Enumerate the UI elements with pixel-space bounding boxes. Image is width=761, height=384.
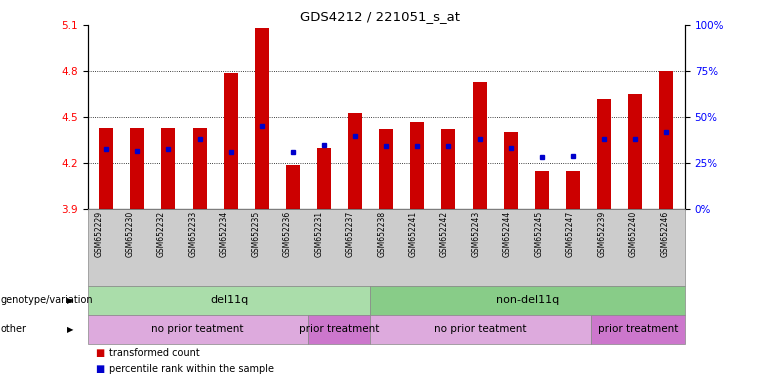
Bar xyxy=(193,128,206,209)
Bar xyxy=(379,129,393,209)
Text: GSM652233: GSM652233 xyxy=(189,211,198,257)
Text: ▶: ▶ xyxy=(67,325,74,334)
Text: GSM652234: GSM652234 xyxy=(220,211,229,257)
Text: ■: ■ xyxy=(95,364,104,374)
Text: GSM652243: GSM652243 xyxy=(472,211,480,257)
Text: GDS4212 / 221051_s_at: GDS4212 / 221051_s_at xyxy=(301,10,460,23)
Bar xyxy=(566,171,580,209)
Bar xyxy=(504,132,517,209)
Text: GSM652230: GSM652230 xyxy=(126,211,135,257)
Bar xyxy=(410,122,425,209)
Text: prior treatment: prior treatment xyxy=(299,324,379,334)
Text: GSM652229: GSM652229 xyxy=(94,211,103,257)
Text: GSM652235: GSM652235 xyxy=(251,211,260,257)
Bar xyxy=(130,128,145,209)
Bar xyxy=(441,129,455,209)
Text: percentile rank within the sample: percentile rank within the sample xyxy=(109,364,274,374)
Text: GSM652246: GSM652246 xyxy=(661,211,669,257)
Text: no prior teatment: no prior teatment xyxy=(151,324,244,334)
Text: transformed count: transformed count xyxy=(109,348,199,358)
Bar xyxy=(473,82,486,209)
Text: GSM652231: GSM652231 xyxy=(314,211,323,257)
Text: GSM652239: GSM652239 xyxy=(597,211,607,257)
Text: GSM652237: GSM652237 xyxy=(345,211,355,257)
Bar xyxy=(161,128,176,209)
Bar xyxy=(286,165,300,209)
Bar xyxy=(628,94,642,209)
Bar xyxy=(99,128,113,209)
Text: genotype/variation: genotype/variation xyxy=(1,295,94,306)
Text: GSM652247: GSM652247 xyxy=(566,211,575,257)
Bar xyxy=(535,171,549,209)
Text: GSM652232: GSM652232 xyxy=(157,211,166,257)
Text: prior treatment: prior treatment xyxy=(597,324,678,334)
Text: GSM652244: GSM652244 xyxy=(503,211,512,257)
Bar xyxy=(659,71,673,209)
Bar xyxy=(348,113,362,209)
Text: del11q: del11q xyxy=(210,295,248,306)
Text: ■: ■ xyxy=(95,348,104,358)
Text: GSM652242: GSM652242 xyxy=(440,211,449,257)
Bar xyxy=(224,73,237,209)
Text: GSM652245: GSM652245 xyxy=(534,211,543,257)
Text: GSM652240: GSM652240 xyxy=(629,211,638,257)
Text: GSM652236: GSM652236 xyxy=(283,211,292,257)
Text: non-del11q: non-del11q xyxy=(496,295,559,306)
Bar xyxy=(597,99,611,209)
Text: GSM652238: GSM652238 xyxy=(377,211,387,257)
Text: ▶: ▶ xyxy=(67,296,74,305)
Bar xyxy=(255,28,269,209)
Text: no prior teatment: no prior teatment xyxy=(435,324,527,334)
Text: other: other xyxy=(1,324,27,334)
Text: GSM652241: GSM652241 xyxy=(409,211,418,257)
Bar xyxy=(317,148,331,209)
